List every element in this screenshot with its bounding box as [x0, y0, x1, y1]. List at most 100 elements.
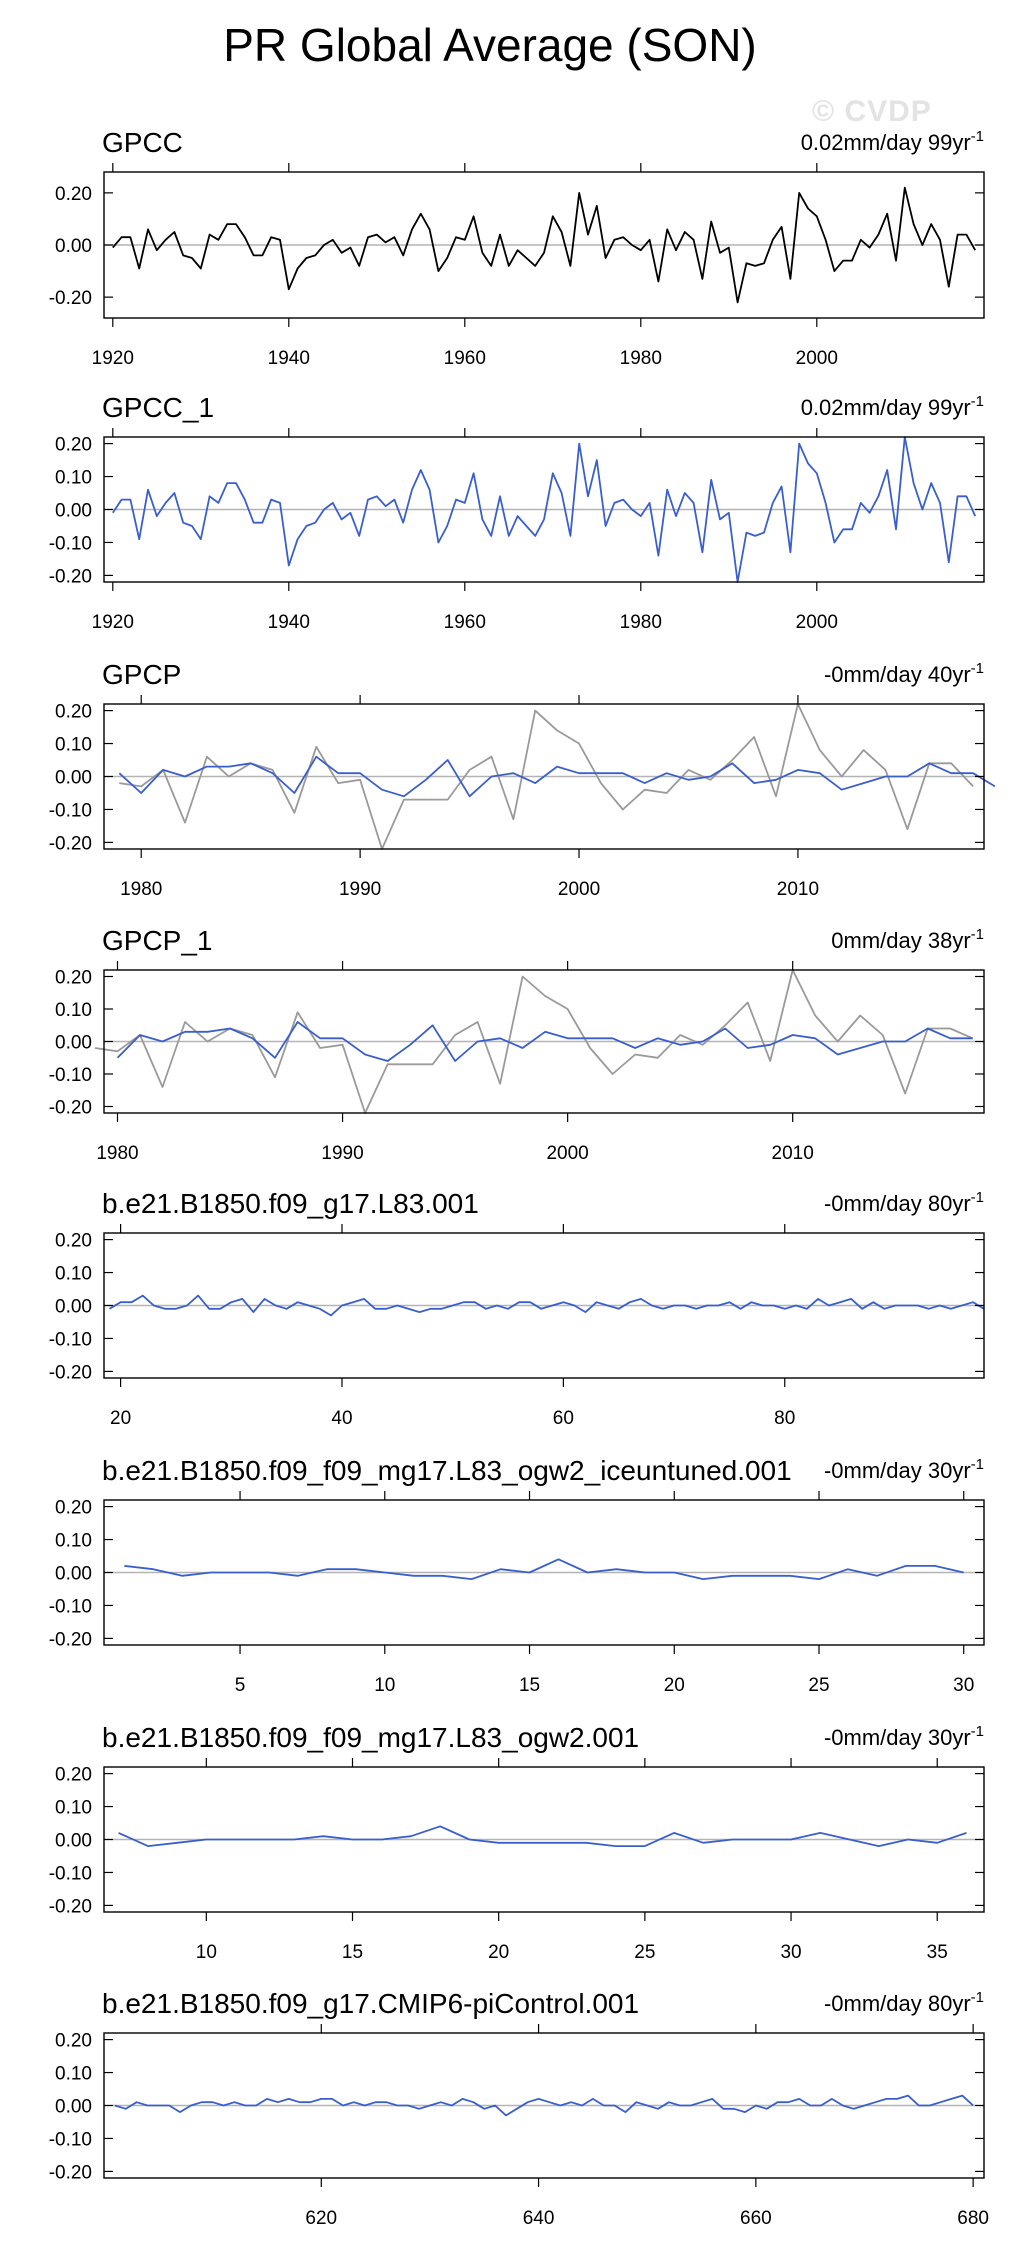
y-tick-label: -0.10	[49, 533, 92, 554]
panel-trend: -0mm/day 40yr-1	[824, 660, 984, 687]
panel-trend: -0mm/day 30yr-1	[824, 1456, 984, 1483]
series-line	[114, 2094, 974, 2117]
x-tick-label: 2010	[772, 1143, 814, 1164]
x-tick-label: 40	[331, 1408, 352, 1429]
y-tick-label: 0.10	[55, 2064, 92, 2085]
x-tick-label: 35	[927, 1942, 948, 1963]
y-tick-label: 0.10	[55, 1531, 92, 1552]
x-tick-label: 1980	[120, 879, 162, 900]
y-tick-label: 0.00	[55, 1033, 92, 1054]
x-tick-label: 1960	[444, 612, 486, 633]
y-tick-label: -0.20	[49, 1629, 92, 1650]
y-tick-label: -0.10	[49, 1329, 92, 1350]
x-tick-label: 1920	[92, 612, 134, 633]
panel-trend-exponent: -1	[971, 660, 984, 677]
y-tick-label: 0.00	[55, 236, 92, 257]
y-tick-label: -0.20	[49, 833, 92, 854]
y-tick-label: 0.00	[55, 768, 92, 789]
x-tick-label: 2000	[796, 612, 838, 633]
x-tick-label: 1920	[92, 348, 134, 369]
y-tick-label: 0.20	[55, 1231, 92, 1252]
x-tick-label: 5	[235, 1675, 246, 1696]
panel-title: b.e21.B1850.f09_g17.L83.001	[102, 1188, 479, 1219]
y-tick-label: -0.20	[49, 288, 92, 309]
chart-panel: b.e21.B1850.f09_f09_mg17.L83_ogw2_iceunt…	[49, 1455, 985, 1696]
chart-panel: GPCC_1 0.02mm/day 99yr-1 0.20 0.10 0.00 -0.10…	[49, 392, 985, 633]
panel-title: b.e21.B1850.f09_g17.CMIP6-piControl.001	[102, 1988, 639, 2019]
panel-trend-exponent: -1	[971, 926, 984, 943]
chart-panel: b.e21.B1850.f09_g17.CMIP6-piControl.001 -…	[49, 1988, 989, 2229]
x-tick-label: 20	[488, 1942, 509, 1963]
x-tick-label: 20	[110, 1408, 131, 1429]
x-tick-label: 1940	[268, 348, 310, 369]
x-tick-label: 15	[342, 1942, 363, 1963]
cvdp-watermark: © CVDP	[812, 95, 932, 128]
x-tick-label: 10	[196, 1942, 217, 1963]
x-tick-label: 25	[808, 1675, 829, 1696]
x-tick-label: 1960	[444, 348, 486, 369]
y-tick-label: 0.20	[55, 2031, 92, 2052]
x-tick-label: 660	[740, 2208, 772, 2229]
panel-trend-exponent: -1	[971, 1989, 984, 2006]
y-tick-label: -0.10	[49, 800, 92, 821]
chart-panel: GPCP_1 0mm/day 38yr-1 0.20 0.10 0.00 -0.10 -0.…	[49, 925, 985, 1164]
x-tick-label: 1990	[321, 1143, 363, 1164]
y-tick-label: -0.10	[49, 2129, 92, 2150]
y-tick-label: -0.20	[49, 2162, 92, 2183]
y-tick-label: -0.10	[49, 1863, 92, 1884]
y-tick-label: 0.00	[55, 2097, 92, 2118]
y-tick-label: 0.20	[55, 1498, 92, 1519]
panel-trend-exponent: -1	[971, 1456, 984, 1473]
y-tick-label: 0.20	[55, 702, 92, 723]
y-tick-label: 0.10	[55, 735, 92, 756]
y-tick-label: -0.20	[49, 1896, 92, 1917]
panel-trend-exponent: -1	[971, 1723, 984, 1740]
series-line	[119, 703, 974, 850]
panel-title: b.e21.B1850.f09_f09_mg17.L83_ogw2.001	[102, 1722, 639, 1753]
x-tick-label: 20	[664, 1675, 685, 1696]
y-tick-label: 0.00	[55, 1564, 92, 1585]
panel-trend: 0.02mm/day 99yr-1	[801, 128, 984, 155]
series-line	[118, 755, 996, 798]
y-tick-label: -0.10	[49, 1065, 92, 1086]
panel-trend-exponent: -1	[971, 128, 984, 145]
panel-title: GPCC_1	[102, 392, 214, 423]
series-line	[109, 1294, 985, 1317]
x-tick-label: 30	[780, 1942, 801, 1963]
panel-trend-exponent: -1	[971, 1189, 984, 1206]
chart-panel: GPCC 0.02mm/day 99yr-1 0.20 0.00 -0.20 1920 19…	[49, 127, 985, 369]
x-tick-label: 1940	[268, 612, 310, 633]
panel-trend: -0mm/day 30yr-1	[824, 1723, 984, 1750]
series-line	[112, 436, 977, 583]
page-title: PR Global Average (SON)	[223, 19, 757, 71]
x-tick-label: 30	[953, 1675, 974, 1696]
series-line	[116, 1021, 973, 1062]
chart-panel: GPCP -0mm/day 40yr-1 0.20 0.10 0.00 -0.10 -0.2…	[49, 659, 996, 900]
y-tick-label: -0.20	[49, 1362, 92, 1383]
x-tick-label: 15	[519, 1675, 540, 1696]
panel-title: GPCC	[102, 127, 183, 158]
x-tick-label: 2010	[777, 879, 819, 900]
series-line	[112, 186, 976, 304]
y-tick-label: 0.20	[55, 1765, 92, 1786]
y-tick-label: 0.10	[55, 1264, 92, 1285]
x-tick-label: 80	[774, 1408, 795, 1429]
y-tick-label: 0.00	[55, 501, 92, 522]
x-tick-label: 2000	[558, 879, 600, 900]
x-tick-label: 640	[523, 2208, 555, 2229]
x-tick-label: 1980	[620, 348, 662, 369]
y-tick-label: 0.20	[55, 968, 92, 989]
series-line	[118, 1825, 967, 1847]
x-tick-label: 620	[305, 2208, 337, 2229]
y-tick-label: 0.00	[55, 1297, 92, 1318]
x-tick-label: 2000	[546, 1143, 588, 1164]
x-tick-label: 25	[634, 1942, 655, 1963]
y-tick-label: -0.10	[49, 1596, 92, 1617]
panel-title: b.e21.B1850.f09_f09_mg17.L83_ogw2_iceunt…	[102, 1455, 792, 1486]
panel-trend: 0mm/day 38yr-1	[831, 926, 984, 953]
panel-trend: 0.02mm/day 99yr-1	[801, 393, 984, 420]
chart-panel: b.e21.B1850.f09_g17.L83.001 -0mm/day 80yr…	[49, 1188, 985, 1429]
y-tick-label: 0.00	[55, 1831, 92, 1852]
x-tick-label: 1990	[339, 879, 381, 900]
